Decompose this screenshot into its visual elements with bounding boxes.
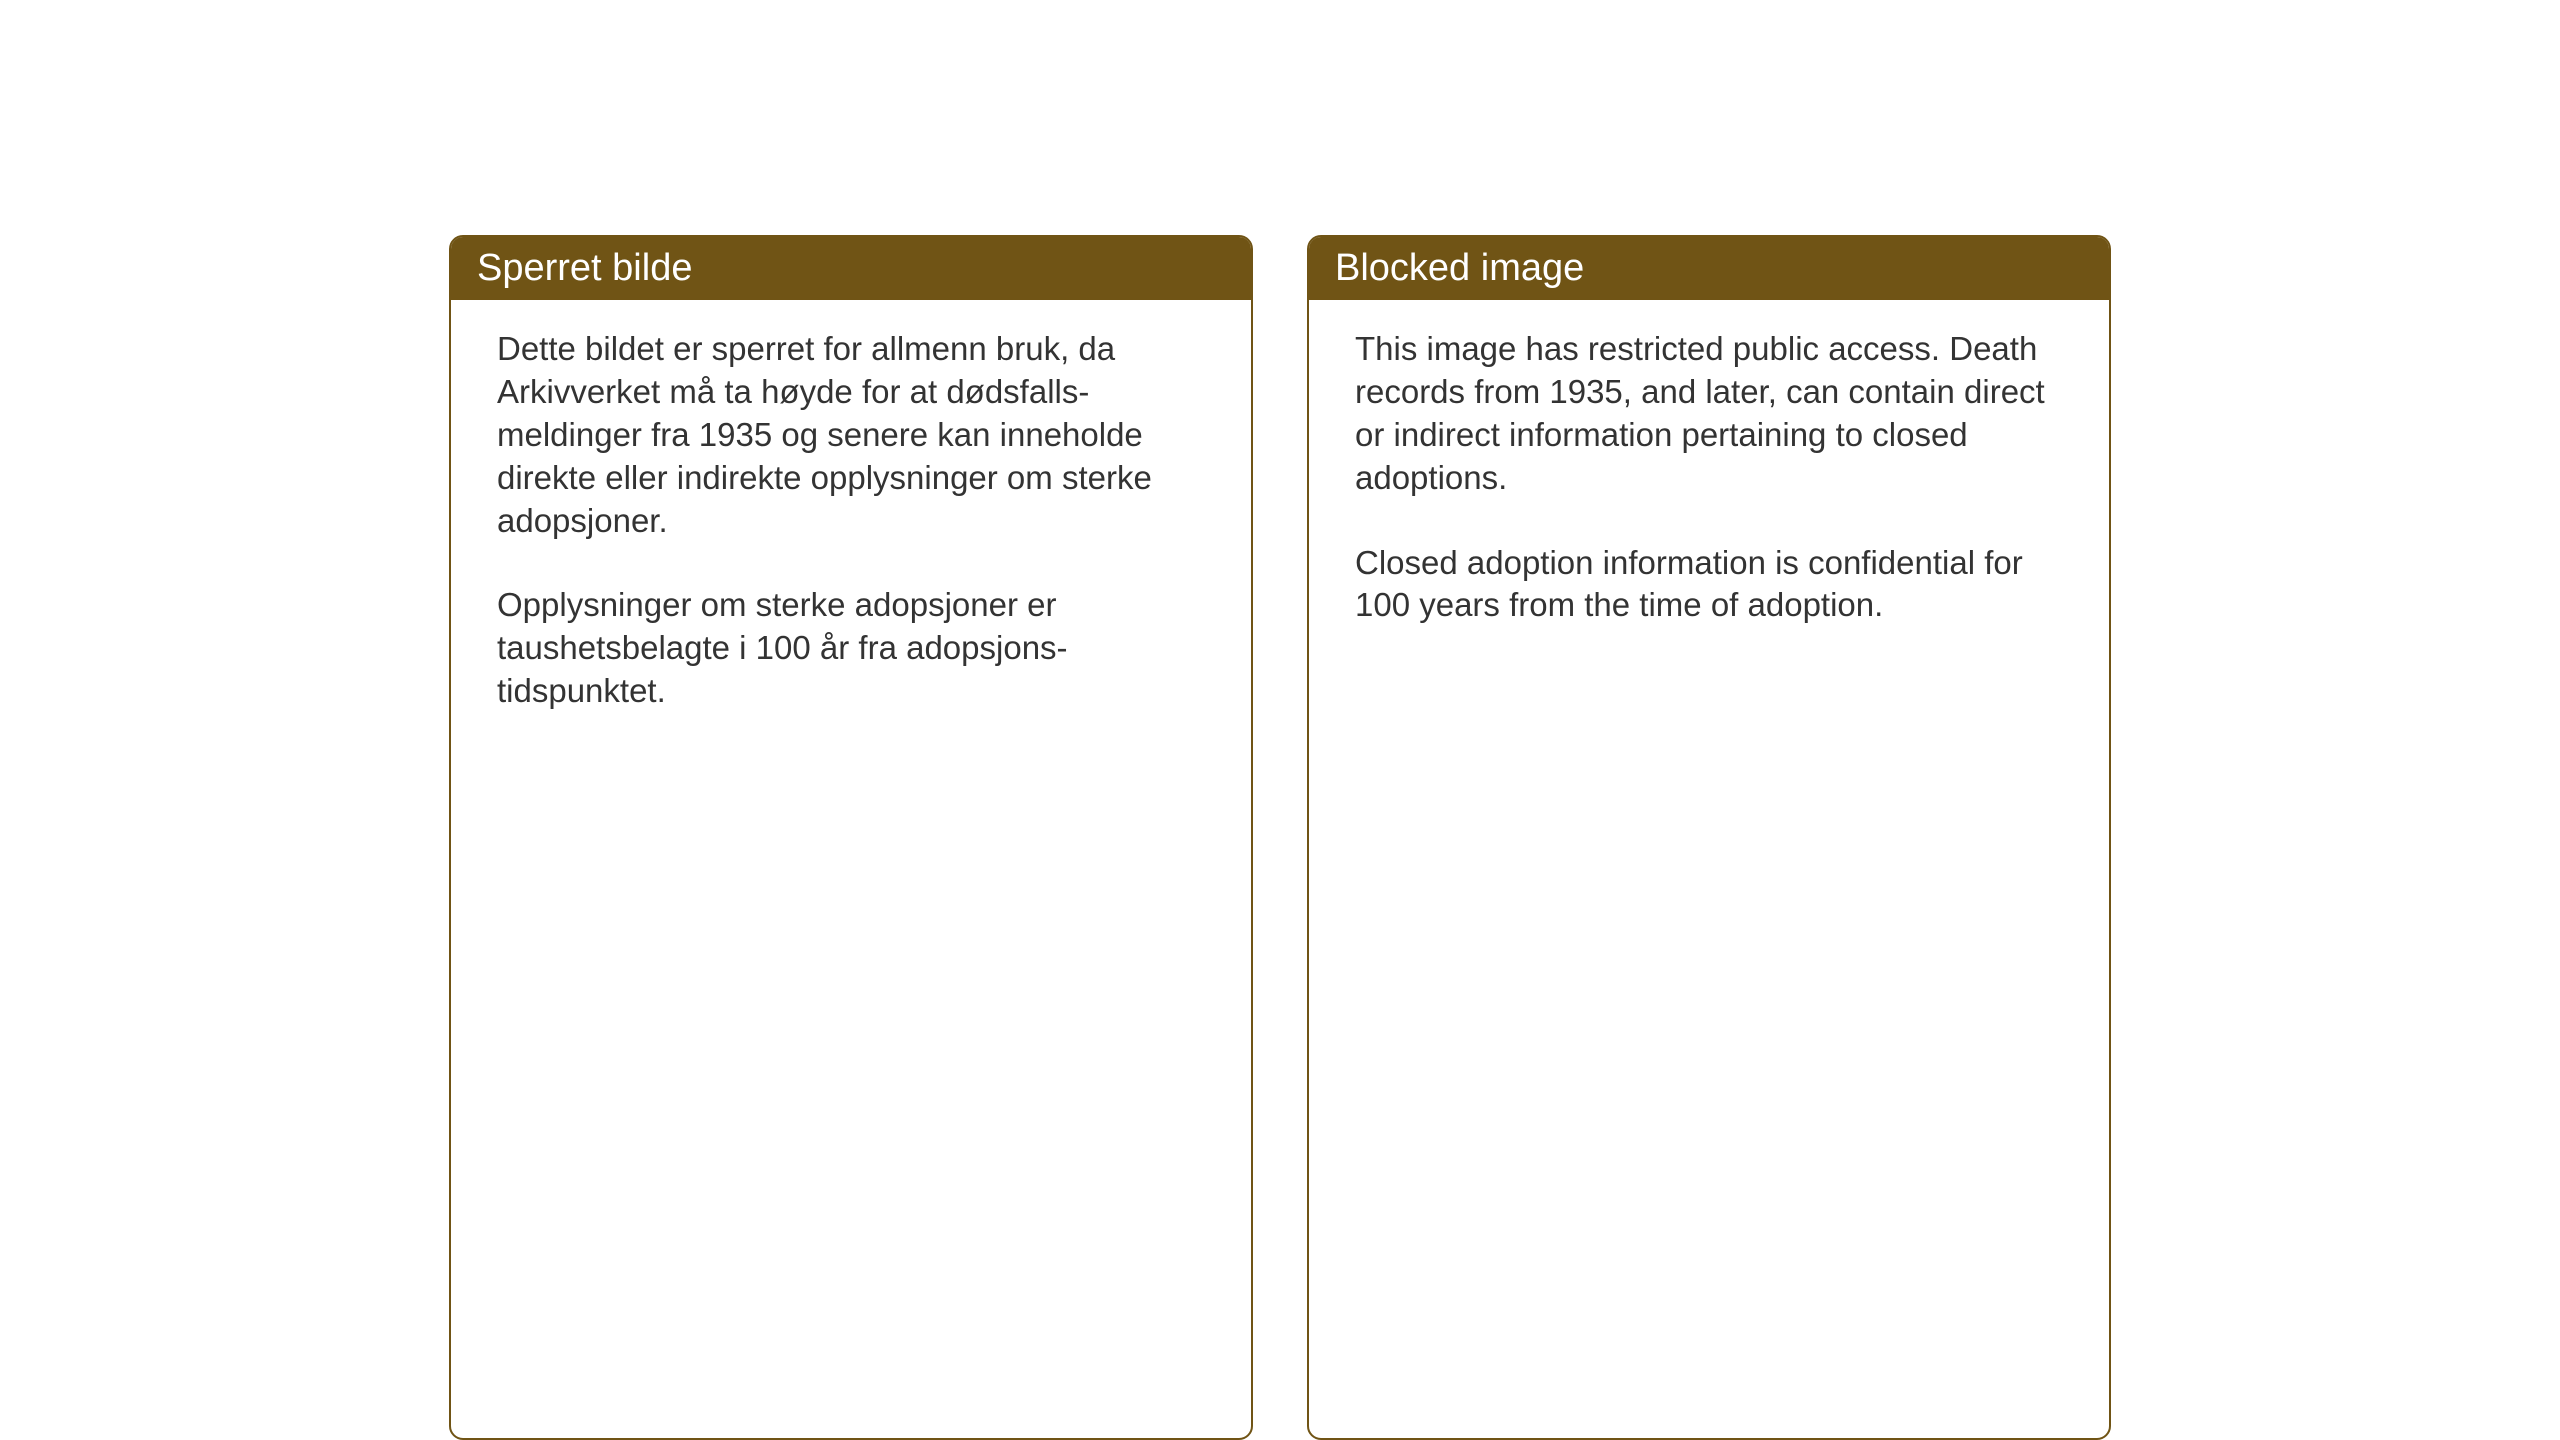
card-header-english: Blocked image — [1309, 237, 2109, 300]
cards-container: Sperret bilde Dette bildet er sperret fo… — [449, 235, 2111, 1440]
card-title-english: Blocked image — [1335, 247, 1584, 289]
card-paragraph-english-2: Closed adoption information is confident… — [1355, 542, 2063, 628]
card-header-norwegian: Sperret bilde — [451, 237, 1251, 300]
card-paragraph-norwegian-1: Dette bildet er sperret for allmenn bruk… — [497, 328, 1205, 542]
card-paragraph-norwegian-2: Opplysninger om sterke adopsjoner er tau… — [497, 584, 1205, 713]
card-body-english: This image has restricted public access.… — [1309, 300, 2109, 720]
card-paragraph-english-1: This image has restricted public access.… — [1355, 328, 2063, 500]
card-body-norwegian: Dette bildet er sperret for allmenn bruk… — [451, 300, 1251, 755]
card-title-norwegian: Sperret bilde — [477, 247, 692, 289]
info-card-english: Blocked image This image has restricted … — [1307, 235, 2111, 1440]
info-card-norwegian: Sperret bilde Dette bildet er sperret fo… — [449, 235, 1253, 1440]
